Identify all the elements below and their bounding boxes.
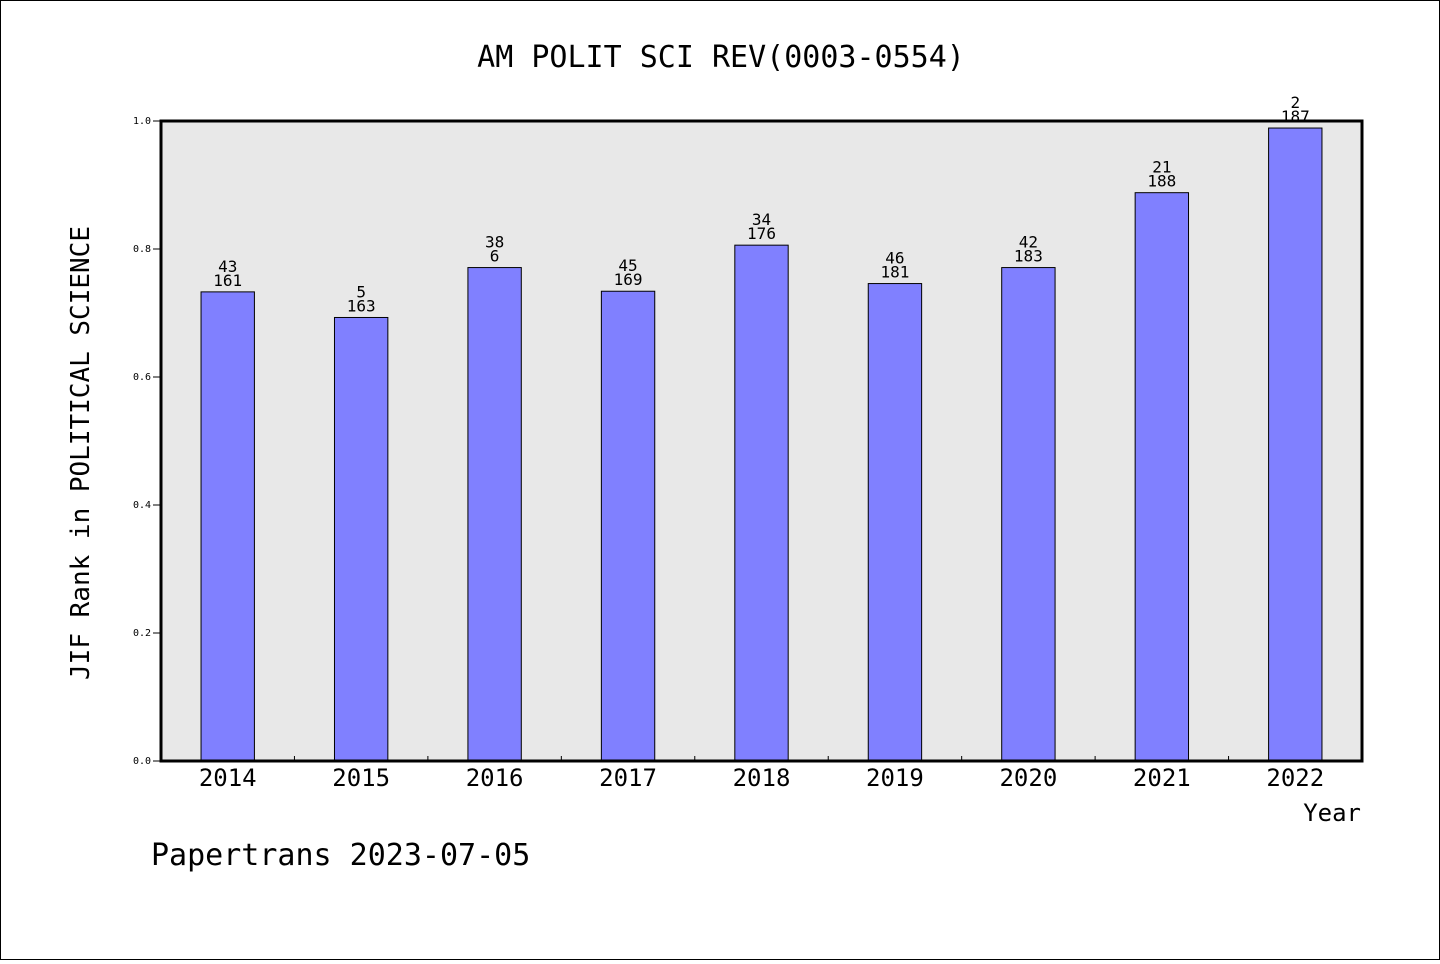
- y-tick-label: 1.0: [133, 116, 151, 127]
- x-tick-label: 2017: [599, 764, 657, 792]
- y-tick-label: 0.4: [133, 500, 151, 511]
- chart-title: AM POLIT SCI REV(0003-0554): [477, 40, 965, 75]
- bar-rank-label: 42: [1019, 233, 1038, 252]
- x-tick-label: 2019: [866, 764, 924, 792]
- bars-group: [200, 127, 1323, 762]
- bar-2019: [867, 283, 923, 762]
- bar-total-label: 169: [614, 270, 643, 289]
- bar-rank-label: 46: [885, 249, 904, 268]
- bar-rank-label: 34: [752, 210, 771, 229]
- bar-rank-label: 38: [485, 233, 504, 252]
- y-tick-label: 0.6: [133, 372, 151, 383]
- bar-2018: [734, 244, 789, 762]
- bar-2017: [600, 290, 656, 762]
- y-tick-label: 0.2: [133, 628, 151, 639]
- y-tick-label: 0.8: [133, 244, 151, 255]
- bar-total-label: 187: [1281, 107, 1310, 126]
- x-tick-label: 2014: [199, 764, 257, 792]
- x-tick-label: 2018: [733, 764, 791, 792]
- bar-total-label: 176: [747, 224, 776, 243]
- bar-rank-label: 43: [218, 257, 237, 276]
- bar-2021: [1134, 192, 1190, 762]
- x-tick-label: 2016: [466, 764, 524, 792]
- bar-2016: [467, 267, 522, 762]
- x-axis-label: Year: [1303, 799, 1361, 827]
- bar-total-label: 161: [213, 271, 242, 290]
- bar-total-label: 6: [490, 247, 500, 266]
- y-axis-label: JIF Rank in POLITICAL SCIENCE: [66, 226, 96, 680]
- bar-2015: [333, 316, 389, 762]
- bar-rank-label: 5: [356, 282, 366, 301]
- bar-rank-label: 21: [1152, 158, 1171, 177]
- plot-border: [159, 119, 1364, 763]
- bar-total-label: 188: [1147, 172, 1176, 191]
- x-tick-labels: 2014 2015 2016 2017 2018 2019 2020 2021 2022: [199, 764, 1324, 792]
- bar-total-label: 163: [347, 296, 376, 315]
- bar-rank-label: 2: [1290, 93, 1300, 112]
- x-tick-label: 2020: [999, 764, 1057, 792]
- bar-total-label: 181: [880, 263, 909, 282]
- bar-2020: [1001, 267, 1056, 762]
- y-tick-label: 0.0: [133, 756, 151, 767]
- bar-2022: [1268, 127, 1323, 762]
- x-tick-label: 2015: [332, 764, 390, 792]
- bar-rank-label: 45: [618, 256, 637, 275]
- footer-text: Papertrans 2023-07-05: [151, 838, 530, 873]
- bar-2014: [200, 291, 255, 762]
- bar-total-label: 183: [1014, 247, 1043, 266]
- x-tick-label: 2022: [1266, 764, 1324, 792]
- y-axis-ticks: 0.0 0.2 0.4 0.6 0.8 1.0: [133, 116, 161, 767]
- x-tick-label: 2021: [1133, 764, 1191, 792]
